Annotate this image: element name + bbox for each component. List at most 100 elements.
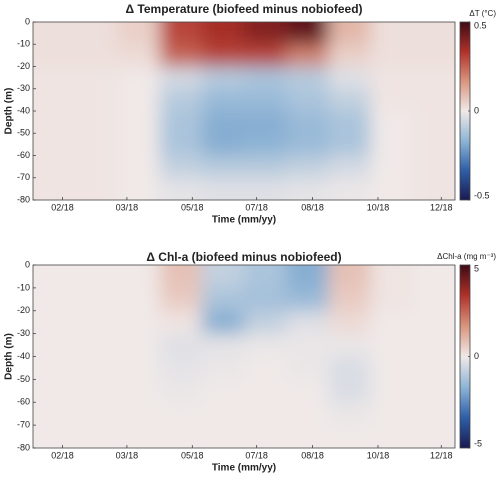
heat-cell — [370, 177, 414, 200]
heat-cell — [370, 22, 414, 45]
heat-cell — [33, 44, 76, 67]
heat-cell — [244, 133, 287, 156]
heat-cell — [201, 88, 245, 112]
heat-cell — [286, 287, 329, 312]
x-tick-label: 12/18 — [430, 450, 453, 460]
heatmap-cells — [33, 22, 455, 200]
heat-cell — [328, 155, 372, 179]
heat-cell — [117, 155, 161, 179]
heat-cell — [244, 287, 287, 312]
heat-cell — [159, 88, 203, 112]
colorbar-tick-label: -5 — [474, 438, 482, 448]
heat-cell — [370, 402, 414, 426]
heat-cell — [412, 133, 455, 156]
heat-cell — [117, 310, 161, 335]
heat-cell — [201, 22, 245, 45]
heat-cell — [244, 310, 287, 335]
heat-cell — [412, 111, 455, 134]
heat-cell — [370, 333, 414, 357]
x-tick-label: 02/18 — [51, 450, 74, 460]
heat-cell — [75, 22, 118, 45]
heat-cell — [33, 177, 76, 200]
x-tick-label: 05/18 — [181, 450, 204, 460]
heat-cell — [75, 379, 118, 403]
y-tick-label: -10 — [17, 282, 30, 292]
heat-cell — [286, 310, 329, 335]
x-axis-label: Time (mm/yy) — [212, 463, 276, 474]
heat-cell — [33, 22, 76, 45]
colorbar-tick-label: 0 — [474, 105, 479, 115]
heatmap — [33, 265, 455, 448]
colorbar-tick-label: -0.5 — [474, 190, 490, 200]
heat-cell — [370, 425, 414, 448]
heat-cell — [244, 333, 287, 357]
heat-cell — [75, 133, 118, 156]
heat-cell — [117, 379, 161, 403]
heat-cell — [244, 379, 287, 403]
heat-cell — [370, 265, 414, 289]
x-tick-label: 02/18 — [51, 202, 74, 212]
heat-cell — [117, 133, 161, 156]
y-tick-label: 0 — [25, 16, 30, 26]
heat-cell — [412, 310, 455, 335]
heat-cell — [412, 379, 455, 403]
x-tick-label: 05/18 — [181, 202, 204, 212]
heat-cell — [201, 133, 245, 156]
y-tick-label: -30 — [17, 83, 30, 93]
heat-cell — [33, 66, 76, 90]
heat-cell — [75, 287, 118, 312]
x-tick-label: 07/18 — [245, 450, 268, 460]
y-tick-label: -50 — [17, 128, 30, 138]
x-tick-label: 08/18 — [301, 202, 324, 212]
heat-cell — [370, 66, 414, 90]
heat-cell — [33, 425, 76, 448]
heat-cell — [117, 333, 161, 357]
x-tick-label: 12/18 — [430, 202, 453, 212]
heat-cell — [75, 177, 118, 200]
y-tick-label: -70 — [17, 172, 30, 182]
x-tick-label: 10/18 — [367, 450, 390, 460]
heat-cell — [286, 333, 329, 357]
heat-cell — [75, 265, 118, 289]
heat-cell — [244, 88, 287, 112]
heat-cell — [159, 111, 203, 134]
heat-cell — [117, 44, 161, 67]
heat-cell — [286, 402, 329, 426]
heat-cell — [286, 356, 329, 380]
heat-cell — [328, 111, 372, 134]
heat-cell — [75, 333, 118, 357]
heat-cell — [370, 133, 414, 156]
heat-cell — [244, 66, 287, 90]
heat-cell — [201, 66, 245, 90]
heat-cell — [328, 66, 372, 90]
heat-cell — [33, 379, 76, 403]
heat-cell — [33, 356, 76, 380]
heat-cell — [201, 155, 245, 179]
heat-cell — [244, 155, 287, 179]
y-tick-label: -80 — [17, 442, 30, 452]
heat-cell — [286, 44, 329, 67]
heat-cell — [328, 356, 372, 380]
heat-cell — [159, 425, 203, 448]
heat-cell — [33, 133, 76, 156]
heat-cell — [159, 356, 203, 380]
heat-cell — [412, 265, 455, 289]
heat-cell — [244, 177, 287, 200]
heat-cell — [328, 425, 372, 448]
heat-cell — [244, 111, 287, 134]
heat-cell — [412, 287, 455, 312]
heat-cell — [117, 287, 161, 312]
heat-cell — [370, 44, 414, 67]
heat-cell — [33, 402, 76, 426]
heat-cell — [75, 155, 118, 179]
colorbar-tick-label: 0 — [474, 351, 479, 361]
heat-cell — [117, 88, 161, 112]
heat-cell — [328, 287, 372, 312]
heat-cell — [370, 310, 414, 335]
heat-cell — [159, 44, 203, 67]
heat-cell — [328, 265, 372, 289]
heat-cell — [328, 379, 372, 403]
heat-cell — [117, 22, 161, 45]
heat-cell — [286, 265, 329, 289]
heat-cell — [201, 402, 245, 426]
